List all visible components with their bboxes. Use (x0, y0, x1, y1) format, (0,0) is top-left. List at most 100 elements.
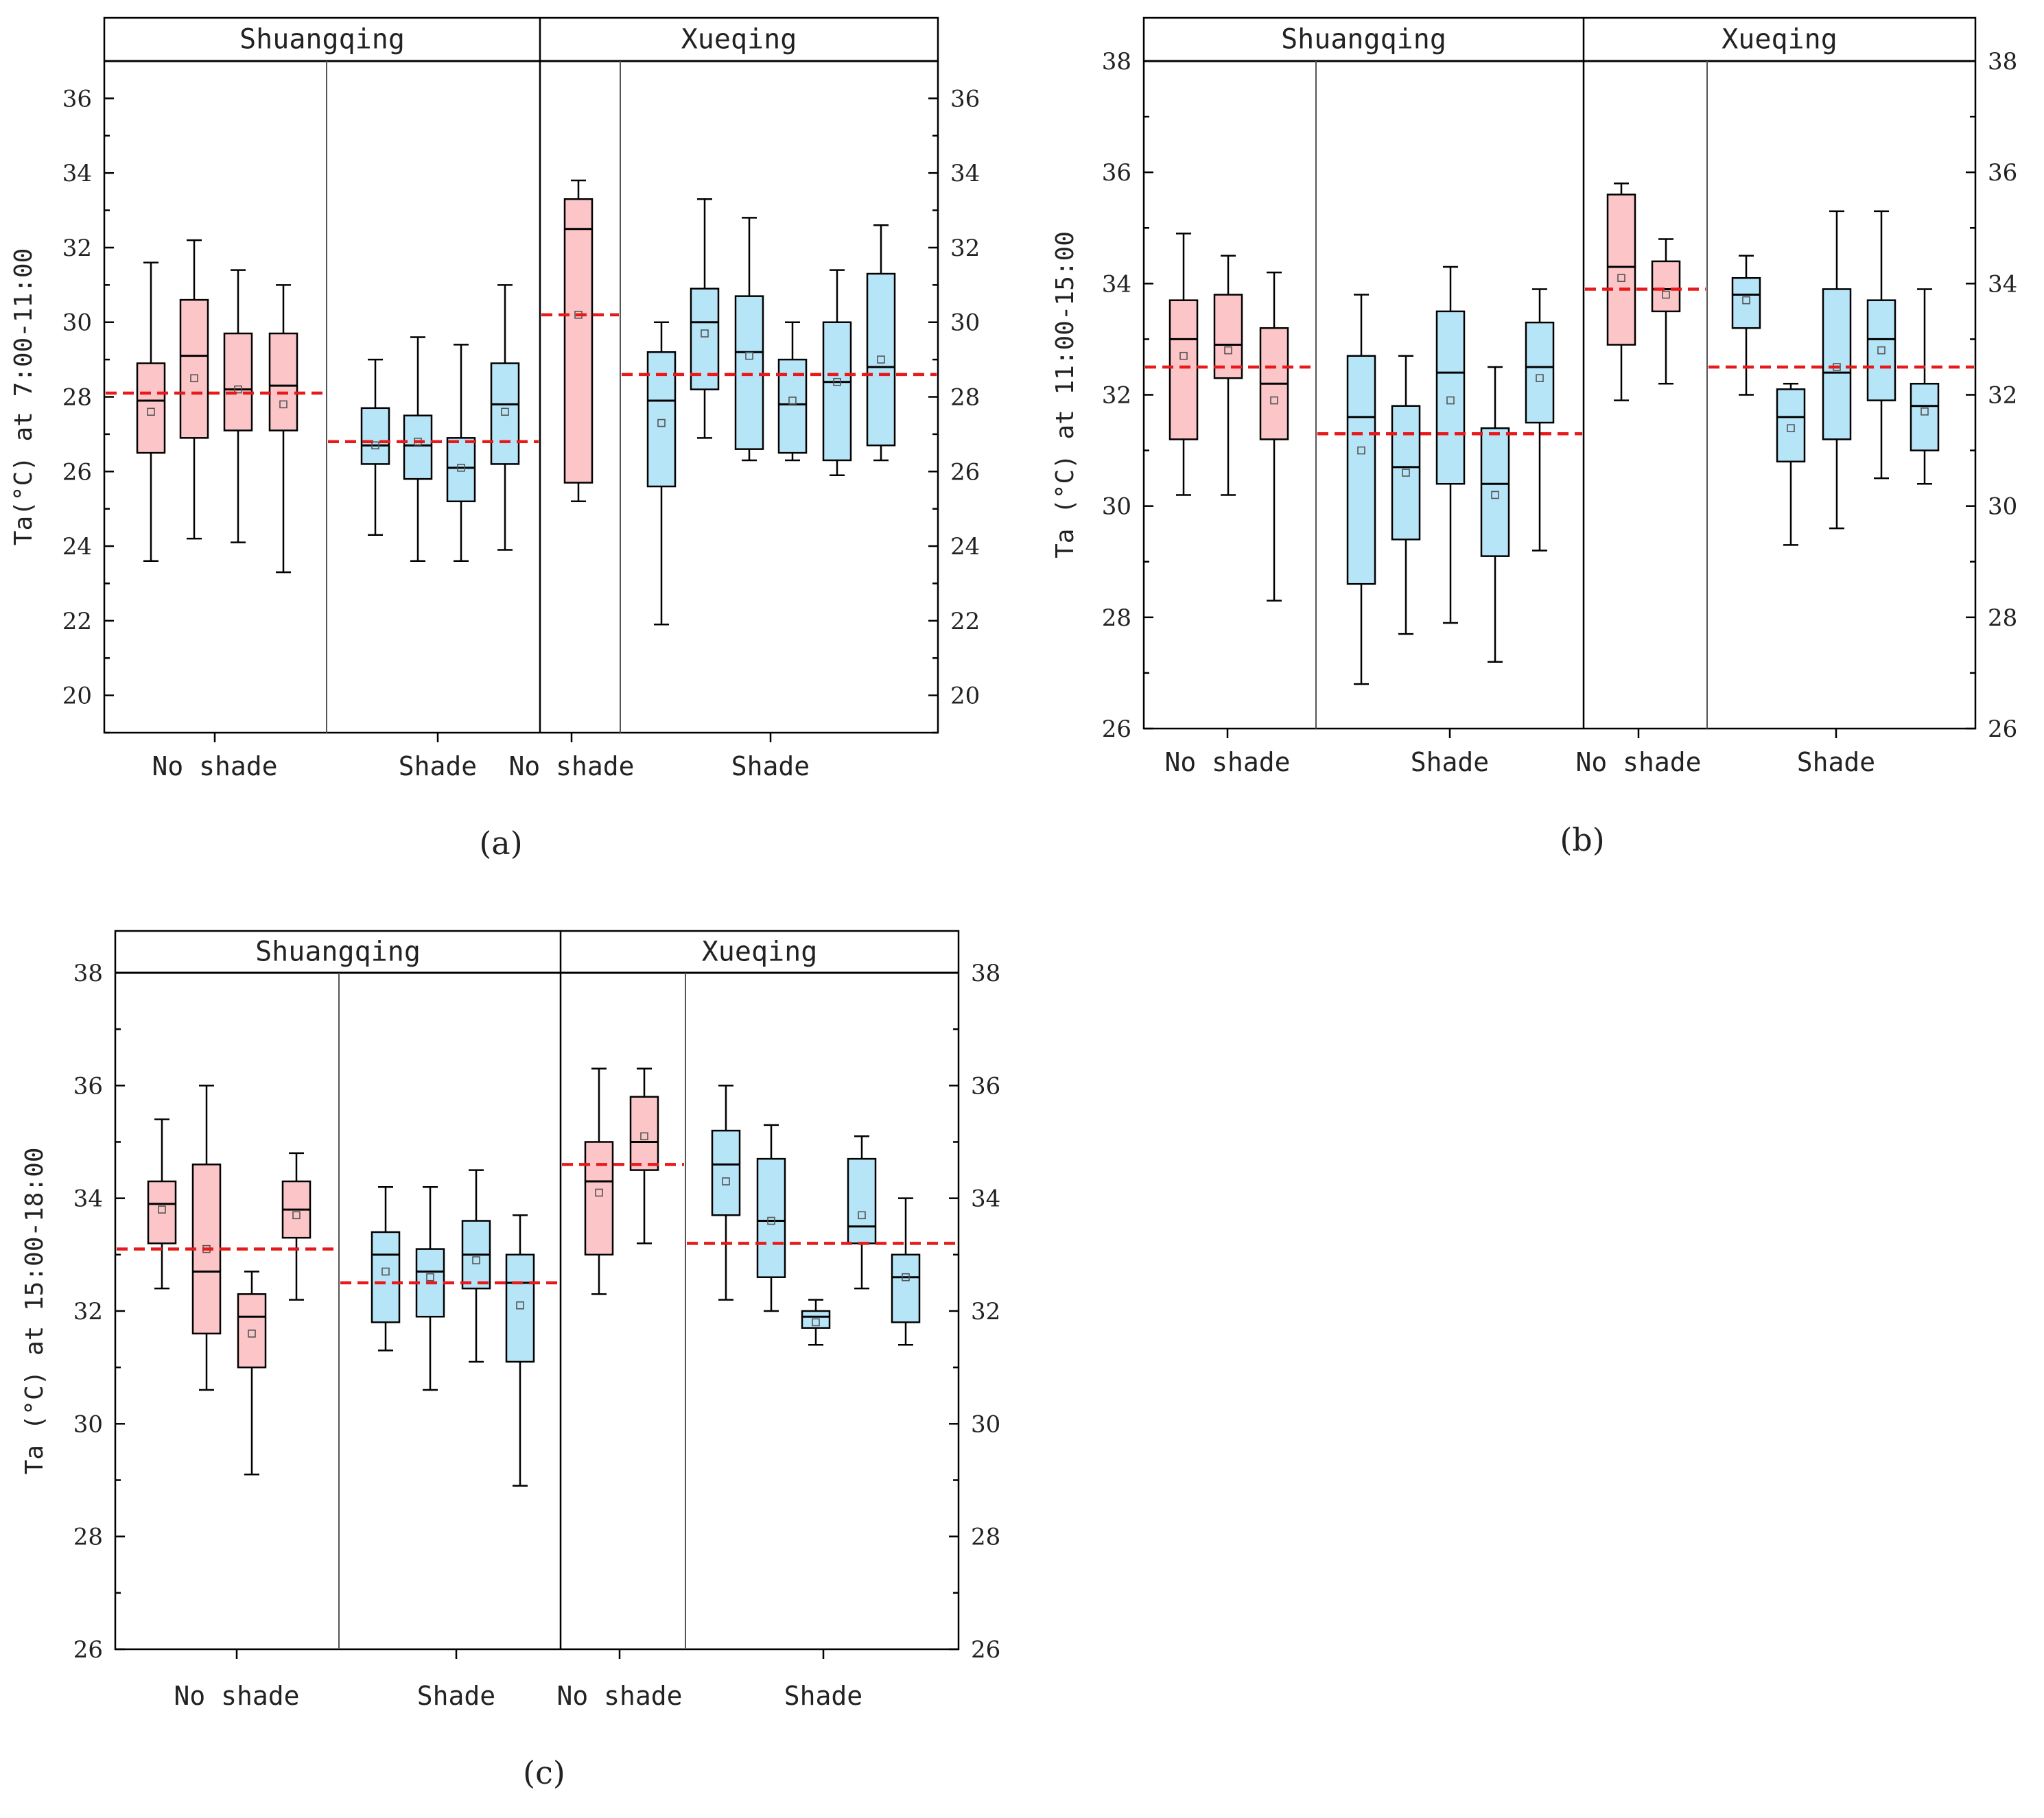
y-tick-label-left: 34 (62, 160, 92, 187)
iqr-box (505, 1253, 535, 1363)
mean-marker (472, 1256, 480, 1264)
y-tick-label-right: 34 (971, 1185, 1000, 1213)
box-shade-1 (1731, 255, 1761, 396)
x-group-label: No shade (1164, 747, 1290, 777)
box-shade-2 (1776, 383, 1806, 546)
y-tick-label-right: 38 (1988, 48, 2017, 75)
y-tick-label-left: 26 (1102, 716, 1131, 743)
x-group-label: No shade (556, 1681, 682, 1711)
iqr-box (490, 362, 520, 465)
iqr-box (1866, 299, 1896, 401)
mean-marker (1662, 290, 1670, 299)
x-group-label: Shade (784, 1681, 862, 1711)
y-tick-label-left: 30 (1102, 493, 1131, 521)
panel-label: (b) (1560, 821, 1604, 858)
panel-label: (a) (479, 825, 522, 862)
y-tick-label-left: 36 (73, 1072, 103, 1100)
box-shade-1 (371, 1185, 401, 1351)
box-no_shade-1 (1606, 182, 1636, 401)
iqr-box (1168, 299, 1199, 440)
y-tick-label-right: 26 (950, 458, 980, 486)
mean-marker (1357, 446, 1365, 455)
chart-panel-3: 26 26 28 28 30 30 32 32 34 34 36 36 38 38 Ta (°C) at 1… (21, 930, 1000, 1791)
y-tick-label-left: 32 (73, 1298, 103, 1325)
y-tick-label-right: 24 (950, 533, 980, 560)
site-header-shuangqing: Shuangqing (1281, 24, 1446, 56)
box-shade-1 (1346, 294, 1376, 685)
x-group-label: No shade (174, 1681, 299, 1711)
y-tick-label-left: 36 (1102, 159, 1131, 187)
mean-marker (371, 441, 379, 450)
y-tick-label-left: 22 (62, 608, 92, 635)
mean-marker (767, 1216, 775, 1225)
y-tick-label-left: 24 (62, 533, 92, 560)
box-shade-3 (1822, 210, 1852, 530)
y-tick-label-right: 34 (950, 160, 980, 187)
box-no_shade-1 (1168, 233, 1199, 496)
y-tick-label-left: 28 (62, 384, 92, 412)
iqr-box (1435, 310, 1466, 485)
mean-marker (381, 1267, 390, 1276)
chart-panel-1: 20 20 22 22 24 24 26 26 28 28 30 30 32 32 34 34 36 36 Ta(°… (10, 16, 980, 862)
iqr-box (403, 414, 433, 480)
mean-marker (1446, 396, 1455, 405)
iqr-box (1606, 193, 1636, 346)
iqr-box (371, 1231, 401, 1323)
mean-marker (701, 329, 709, 338)
y-tick-label-right: 36 (950, 85, 980, 113)
box-shade-4 (1866, 210, 1896, 480)
box-shade-6 (866, 224, 896, 462)
y-tick-label-right: 36 (971, 1072, 1000, 1100)
mean-marker (657, 418, 666, 427)
x-group-label: No shade (152, 751, 277, 781)
mean-marker (426, 1273, 434, 1282)
y-tick-label-left: 26 (62, 458, 92, 486)
box-no_shade-1 (563, 179, 594, 503)
iqr-box (1525, 321, 1555, 424)
y-tick-label-right: 26 (971, 1636, 1000, 1664)
iqr-box (847, 1157, 877, 1244)
box-shade-4 (490, 284, 520, 551)
y-axis-label: Ta (°C) at 11:00-15:00 (1051, 231, 1079, 558)
mean-marker (1224, 346, 1232, 355)
iqr-box (711, 1129, 741, 1216)
site-header-xueqing: Xueqing (702, 936, 818, 968)
box-shade-3 (446, 344, 476, 563)
iqr-box (801, 1310, 831, 1329)
box-shade-2 (756, 1124, 786, 1312)
box-no_shade-4 (281, 1152, 312, 1301)
y-axis-label: Ta (°C) at 15:00-18:00 (21, 1148, 49, 1475)
iqr-box (734, 295, 764, 450)
mean-marker (158, 1205, 166, 1214)
y-tick-label-left: 28 (1102, 604, 1131, 632)
box-shade-4 (777, 321, 808, 462)
iqr-box (1822, 288, 1852, 440)
iqr-box (629, 1096, 659, 1171)
mean-marker (595, 1188, 603, 1197)
mean-marker (1920, 408, 1929, 416)
x-group-label: Shade (731, 751, 810, 781)
y-tick-label-left: 38 (73, 960, 103, 987)
y-tick-label-right: 30 (971, 1410, 1000, 1438)
mean-marker (788, 397, 797, 405)
box-shade-5 (1910, 288, 1940, 485)
box-shade-5 (891, 1197, 921, 1346)
y-tick-label-left: 30 (73, 1410, 103, 1438)
box-shade-3 (461, 1169, 491, 1363)
site-header-shuangqing: Shuangqing (255, 936, 421, 968)
y-tick-label-left: 34 (1102, 270, 1131, 298)
box-no_shade-2 (191, 1085, 222, 1391)
iqr-box (147, 1180, 177, 1244)
mean-marker (640, 1132, 648, 1141)
box-shade-5 (822, 269, 852, 476)
box-no_shade-2 (629, 1067, 659, 1244)
mean-marker (1179, 351, 1188, 360)
y-tick-label-left: 32 (1102, 382, 1131, 410)
x-group-label: Shade (399, 751, 477, 781)
iqr-box (1213, 294, 1243, 379)
y-tick-label-right: 36 (1988, 159, 2017, 187)
iqr-box (223, 332, 253, 432)
iqr-box (822, 321, 852, 462)
mean-marker (501, 408, 509, 416)
